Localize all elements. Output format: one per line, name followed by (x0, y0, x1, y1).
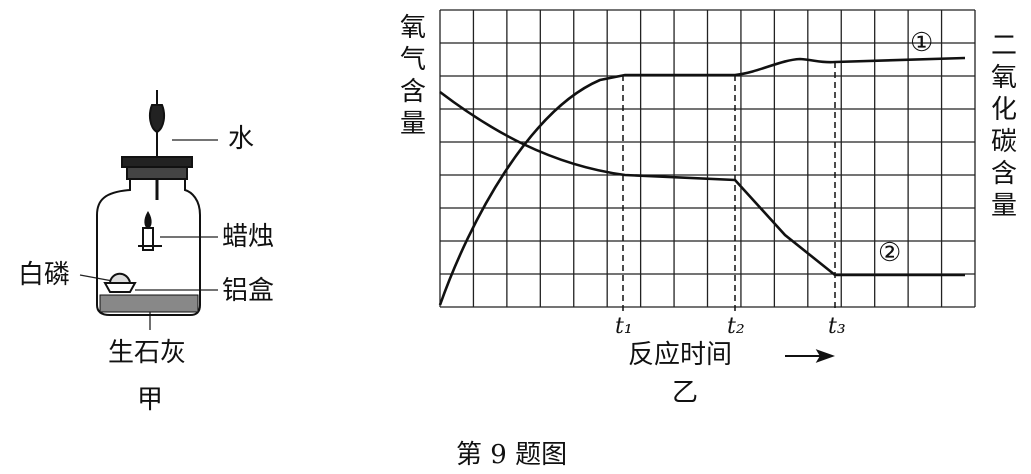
right-axis-label: 二氧化碳含量 (990, 31, 1017, 221)
curve-co2 (439, 90, 965, 277)
label-quicklime: 生石灰 (108, 338, 187, 368)
time-mark: t₁ (615, 314, 633, 339)
label-white-phosphorus: 白磷 (18, 260, 71, 290)
left-axis-label: 氧气含量 (399, 13, 426, 139)
x-axis-label: 反应时间 (628, 340, 733, 370)
leader-lines (79, 139, 218, 330)
figure-caption: 第 9 题图 (456, 440, 568, 470)
caption-a: 甲 (137, 385, 164, 415)
curve-2-label: ② (878, 238, 902, 268)
dashed-markers (622, 62, 836, 312)
label-water: 水 (228, 124, 255, 154)
apparatus (96, 90, 201, 316)
label-aluminum-box: 铝盒 (222, 276, 275, 306)
time-mark: t₃ (828, 314, 846, 339)
curve-1-label: ① (910, 28, 934, 58)
caption-b: 乙 (672, 378, 699, 408)
label-candle: 蜡烛 (222, 222, 275, 252)
time-mark: t₂ (727, 314, 745, 339)
time-arrow (785, 349, 835, 363)
